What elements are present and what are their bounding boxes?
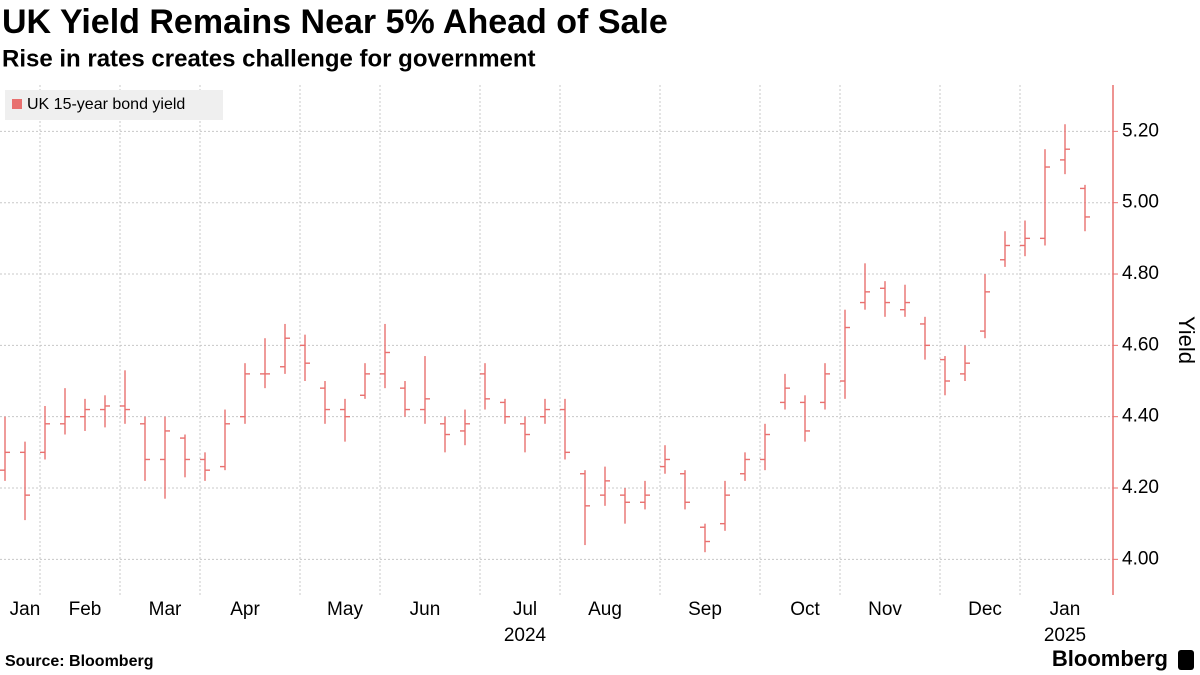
brand-icon xyxy=(1178,650,1194,670)
y-tick-label: 4.40 xyxy=(1122,406,1159,427)
y-tick-label: 4.20 xyxy=(1122,477,1159,498)
y-axis-title: Yield xyxy=(1174,316,1199,364)
x-tick-label: Dec xyxy=(968,599,1002,620)
source: Source: Bloomberg xyxy=(5,653,153,670)
x-tick-label: Jan xyxy=(9,599,41,620)
x-tick-label: Nov xyxy=(868,599,902,620)
x-tick-label: Aug xyxy=(588,599,622,620)
x-tick-label: Feb xyxy=(68,599,102,620)
x-tick-label: Mar xyxy=(148,599,182,620)
chart-subtitle: Rise in rates creates challenge for gove… xyxy=(2,45,536,72)
x-tick-label: Jun xyxy=(409,599,441,620)
legend-swatch xyxy=(12,99,22,109)
x-tick-label: Apr xyxy=(230,599,260,620)
x-tick-label: May xyxy=(327,599,363,620)
y-tick-label: 4.60 xyxy=(1122,334,1159,355)
legend-label: UK 15-year bond yield xyxy=(27,96,185,113)
y-tick-label: 4.80 xyxy=(1122,263,1159,284)
chart-title: UK Yield Remains Near 5% Ahead of Sale xyxy=(2,3,668,41)
brand: Bloomberg xyxy=(1052,646,1168,671)
y-tick-label: 4.00 xyxy=(1122,548,1159,569)
y-tick-label: 5.00 xyxy=(1122,192,1159,213)
legend-box xyxy=(5,90,223,120)
x-tick-label: Oct xyxy=(790,599,820,620)
x-tick-label: Sep xyxy=(688,599,722,620)
x-tick-label: Jan 2025 xyxy=(1043,599,1087,646)
y-tick-label: 5.20 xyxy=(1122,120,1159,141)
x-tick-label: Jul 2024 xyxy=(503,599,547,646)
